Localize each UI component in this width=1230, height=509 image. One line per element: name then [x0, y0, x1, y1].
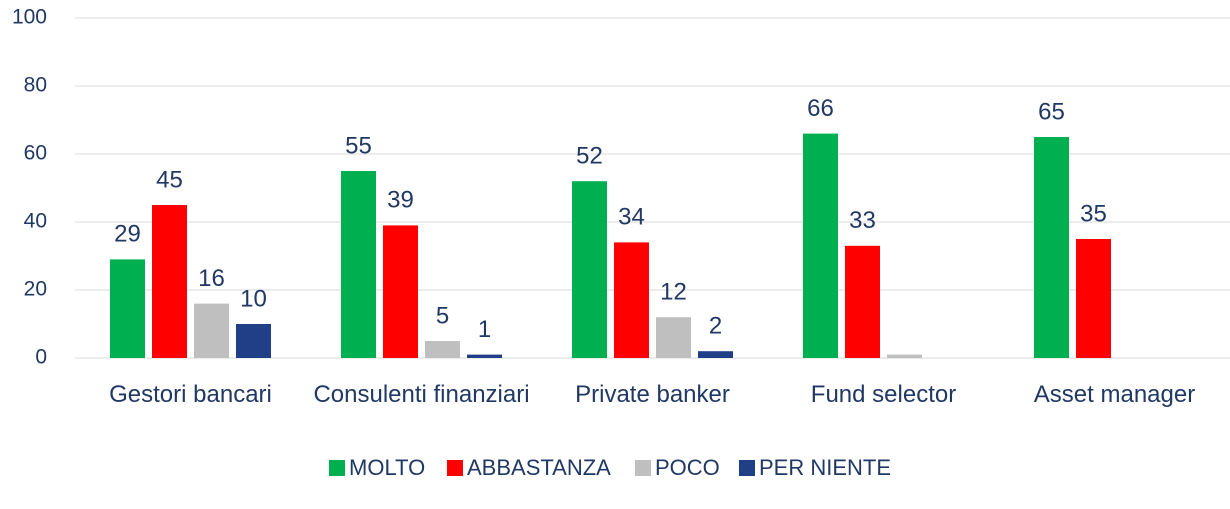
- data-label: 10: [240, 285, 267, 312]
- bar: [467, 354, 502, 358]
- data-label: 55: [345, 132, 372, 159]
- legend-swatch: [329, 460, 345, 476]
- data-label: 33: [849, 207, 876, 234]
- bar: [803, 133, 838, 358]
- bar: [1076, 239, 1111, 358]
- bar: [383, 225, 418, 358]
- y-tick-label: 40: [24, 210, 47, 233]
- bar: [845, 245, 880, 358]
- bar: [698, 351, 733, 358]
- data-label: 12: [660, 279, 687, 306]
- data-label: 16: [198, 265, 225, 292]
- x-tick-label: Asset manager: [1033, 381, 1196, 408]
- bar: [614, 242, 649, 358]
- bar: [572, 181, 607, 358]
- x-tick-label: Consulenti finanziari: [313, 381, 530, 408]
- y-tick-label: 60: [24, 142, 47, 165]
- legend-label: POCO: [655, 455, 720, 480]
- bar: [1034, 137, 1069, 358]
- bar: [152, 205, 187, 358]
- data-label: 39: [387, 187, 414, 214]
- data-label: 45: [156, 166, 183, 193]
- bar: [110, 259, 145, 358]
- data-label: 66: [807, 95, 834, 122]
- legend-label: PER NIENTE: [759, 455, 891, 480]
- bar: [236, 324, 271, 358]
- bar: [656, 317, 691, 358]
- bar: [887, 354, 922, 358]
- data-label: 29: [114, 221, 141, 248]
- data-label: 52: [576, 143, 603, 170]
- legend-swatch: [447, 460, 463, 476]
- y-tick-label: 80: [24, 74, 47, 97]
- data-label: 5: [436, 302, 449, 329]
- bar: [425, 341, 460, 358]
- y-tick-label: 0: [35, 346, 47, 369]
- data-label: 34: [618, 204, 645, 231]
- bar: [341, 171, 376, 358]
- data-label: 65: [1038, 98, 1065, 125]
- x-tick-label: Fund selector: [810, 381, 957, 408]
- legend-label: ABBASTANZA: [467, 455, 611, 480]
- x-tick-label: Private banker: [575, 381, 730, 408]
- data-label: 1: [478, 316, 491, 343]
- x-tick-label: Gestori bancari: [109, 381, 272, 408]
- bar: [194, 303, 229, 358]
- legend-swatch: [635, 460, 651, 476]
- legend-label: MOLTO: [349, 455, 425, 480]
- data-label: 2: [709, 313, 722, 340]
- data-label: 35: [1080, 200, 1107, 227]
- y-tick-label: 20: [24, 278, 47, 301]
- legend-swatch: [739, 460, 755, 476]
- y-tick-label: 100: [12, 6, 47, 29]
